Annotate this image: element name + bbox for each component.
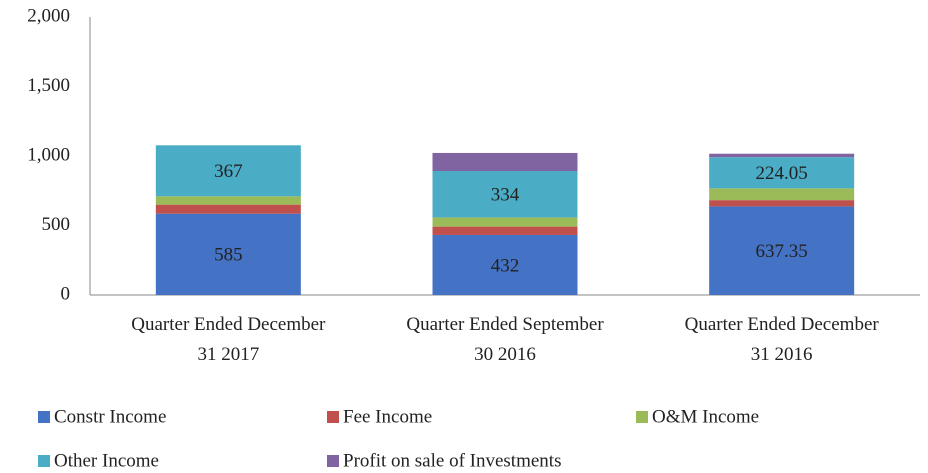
bar-segment xyxy=(155,145,301,197)
bar-segment xyxy=(432,234,578,295)
bar-segment xyxy=(709,200,855,207)
legend-swatch xyxy=(327,455,339,467)
x-tick-label: Quarter Ended December 31 2017 xyxy=(131,314,326,365)
data-label: 367 xyxy=(214,161,243,182)
bar-segment xyxy=(432,152,578,172)
legend-label: Fee Income xyxy=(343,406,432,427)
data-label: 224.05 xyxy=(756,163,808,184)
data-label: 432 xyxy=(491,255,520,276)
bar-segment xyxy=(709,157,855,189)
bar-segment xyxy=(709,206,855,295)
y-tick-label: 2,000 xyxy=(27,5,70,26)
data-label: 585 xyxy=(214,245,243,266)
y-tick-label: 500 xyxy=(42,214,71,235)
x-tick-label: Quarter Ended September 30 2016 xyxy=(406,314,604,365)
y-tick-label: 1,000 xyxy=(27,144,70,165)
legend-label: Constr Income xyxy=(54,406,166,427)
x-tick-label: Quarter Ended December 31 2016 xyxy=(685,314,880,365)
legend-swatch xyxy=(38,411,50,423)
legend-swatch xyxy=(636,411,648,423)
legend-swatch xyxy=(327,411,339,423)
legend-label: Profit on sale of Investments xyxy=(343,450,561,471)
bar-segment xyxy=(155,196,301,205)
bar-segment xyxy=(432,226,578,235)
legend-label: Other Income xyxy=(54,450,159,471)
legend-label: O&M Income xyxy=(652,406,759,427)
legend-swatch xyxy=(38,455,50,467)
y-tick-label: 1,500 xyxy=(27,75,70,96)
bar-segment xyxy=(432,217,578,227)
bar-segment xyxy=(432,171,578,218)
bar-segment xyxy=(155,213,301,295)
data-label: 637.35 xyxy=(756,241,808,262)
data-label: 334 xyxy=(491,185,520,206)
bar-segment xyxy=(709,153,855,158)
bar-segment xyxy=(709,188,855,201)
bar-segment xyxy=(155,204,301,214)
y-tick-label: 0 xyxy=(61,283,71,304)
